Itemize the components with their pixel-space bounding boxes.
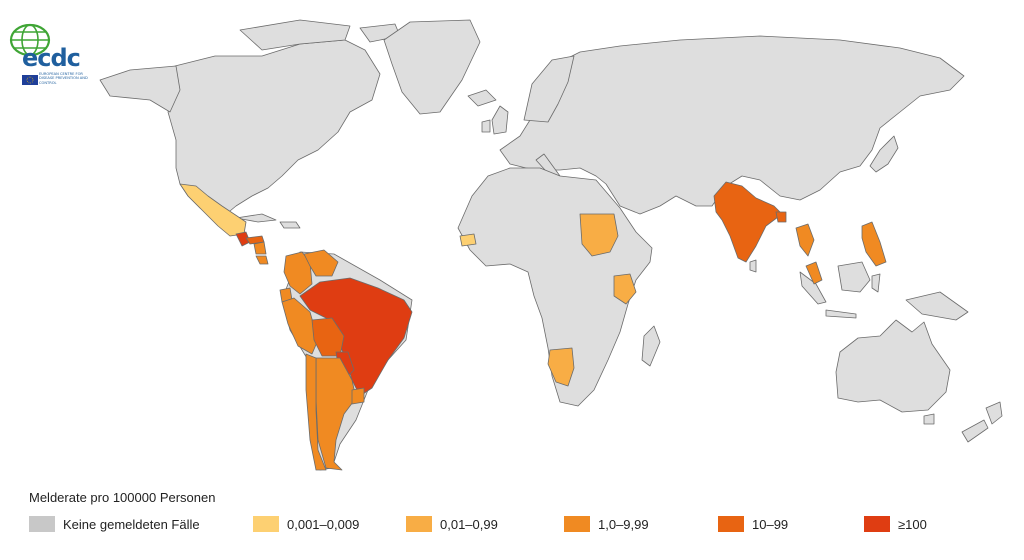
borneo [837, 261, 871, 293]
country-costa-rica [255, 255, 269, 265]
eurasia [499, 35, 965, 215]
greenland [383, 19, 481, 115]
legend-label: 0,01–0,99 [440, 516, 498, 532]
legend-swatch [564, 516, 590, 532]
country-india [713, 181, 783, 263]
country-nicaragua [253, 241, 267, 255]
country-uruguay [351, 387, 365, 405]
country-senegal [459, 233, 477, 247]
legend-title: Melderate pro 100000 Personen [29, 490, 216, 505]
north-america [167, 39, 381, 217]
cuba [235, 213, 277, 223]
country-chile [305, 353, 327, 471]
globe-icon [9, 23, 51, 57]
arctic-islands [239, 19, 351, 51]
legend-label: 0,001–0,009 [287, 516, 360, 532]
eu-flag-icon [22, 75, 38, 85]
country-bangladesh [775, 211, 787, 223]
logo-subtitle: EUROPEAN CENTRE FOR DISEASE PREVENTION A… [39, 72, 88, 85]
new-zealand-south [961, 419, 989, 443]
java [825, 309, 857, 319]
scandinavia [523, 55, 575, 123]
hispaniola [279, 221, 301, 229]
sri-lanka [749, 259, 757, 273]
country-venezuela [303, 249, 339, 277]
country-argentina [315, 357, 357, 471]
world-map [99, 19, 1003, 471]
legend-swatch [29, 516, 55, 532]
japan [869, 135, 899, 173]
legend-swatch [406, 516, 432, 532]
alaska [99, 65, 181, 113]
australia [835, 319, 951, 413]
country-colombia [283, 251, 313, 295]
new-guinea [905, 291, 969, 321]
country-peru [281, 297, 319, 355]
legend-item-class-1: 0,001–0,009 [253, 515, 359, 533]
legend-item-class-3: 1,0–9,99 [564, 515, 649, 533]
country-namibia [547, 347, 575, 387]
country-sudan [579, 213, 619, 257]
ecdc-logo: ecdc EUROPEAN CENTRE FOR DISEASE PREVENT… [8, 22, 90, 94]
country-kenya [613, 273, 637, 305]
tasmania [923, 413, 935, 425]
new-zealand [985, 401, 1003, 425]
uk [491, 105, 509, 135]
logo-brand: ecdc [22, 44, 81, 72]
legend-label: ≥100 [898, 516, 927, 532]
legend-item-class-2: 0,01–0,99 [406, 515, 498, 533]
country-malaysia [805, 261, 823, 285]
sulawesi [871, 273, 881, 293]
ireland [481, 119, 491, 133]
legend-swatch [253, 516, 279, 532]
country-philippines [861, 221, 887, 267]
legend-label: 10–99 [752, 516, 789, 532]
legend-swatch [718, 516, 744, 532]
legend-item-class-5: ≥100 [864, 515, 927, 533]
legend-label: Keine gemeldeten Fälle [63, 516, 200, 532]
legend-swatch [864, 516, 890, 532]
reported-countries [179, 181, 887, 471]
legend-label: 1,0–9,99 [598, 516, 649, 532]
iceland [467, 89, 497, 107]
legend-item-no-cases: Keine gemeldeten Fälle [29, 515, 200, 533]
country-thailand [795, 223, 815, 257]
legend-item-class-4: 10–99 [718, 515, 788, 533]
madagascar [641, 325, 661, 367]
